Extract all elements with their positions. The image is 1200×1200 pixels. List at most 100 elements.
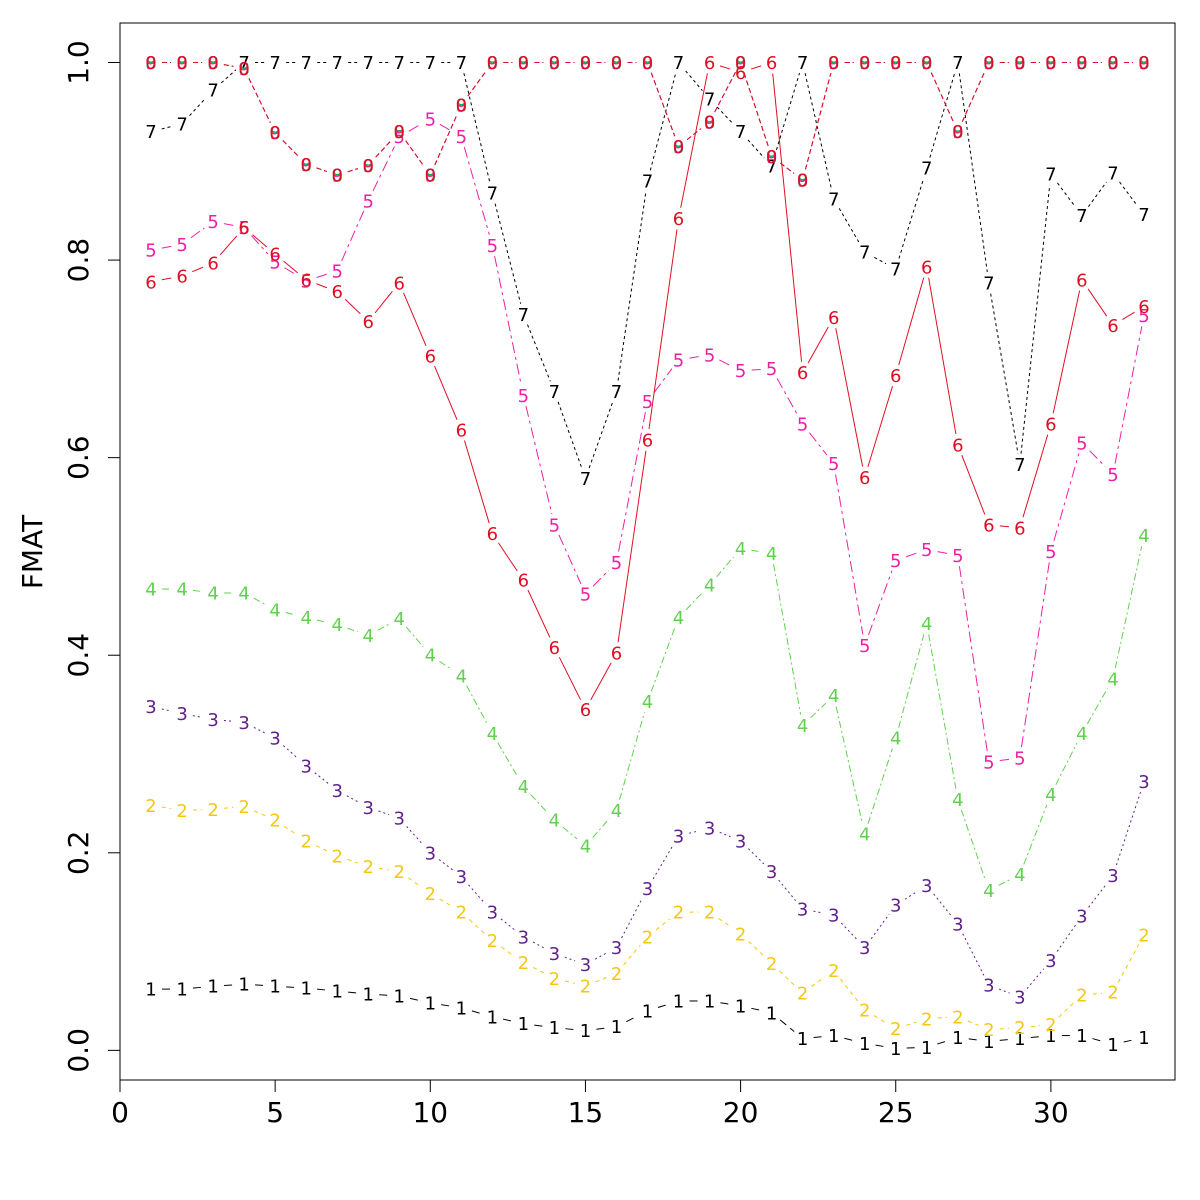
- series-0-point: 0: [580, 53, 591, 74]
- series-6-point: 6: [673, 209, 684, 230]
- series-2-point: 2: [1014, 1018, 1025, 1039]
- series-5-segment: [1053, 453, 1080, 542]
- series-1-point: 1: [145, 980, 156, 1001]
- series-2-segment: [655, 918, 671, 931]
- series-3-segment: [346, 795, 359, 803]
- series-3-segment: [406, 826, 424, 845]
- series-1-point: 1: [518, 1014, 529, 1035]
- series-2-segment: [501, 946, 515, 957]
- series-6-segment: [192, 266, 204, 273]
- series-2-segment: [1030, 1025, 1040, 1028]
- series-4-segment: [685, 592, 703, 611]
- series-0-point: 0: [828, 53, 839, 74]
- series-3-point: 3: [549, 944, 560, 965]
- series-3-point: 3: [952, 914, 963, 935]
- series-1-point: 1: [269, 977, 280, 998]
- series-9-point: 9: [828, 53, 839, 74]
- series-2-point: 2: [673, 903, 684, 924]
- series-7-point: 7: [704, 90, 715, 111]
- series-2-point: 2: [456, 903, 467, 924]
- series-1-segment: [502, 1018, 513, 1022]
- series-0-point: 0: [425, 166, 436, 187]
- series-0-point: 0: [176, 53, 187, 74]
- series-6-segment: [680, 73, 708, 208]
- series-6-point: 6: [456, 420, 467, 441]
- series-1-segment: [1123, 1039, 1134, 1043]
- series-0-point: 0: [1138, 53, 1149, 74]
- series-5-segment: [653, 368, 673, 393]
- series-0-segment: [347, 168, 358, 173]
- series-4-point: 4: [859, 825, 870, 846]
- series-1-point: 1: [1014, 1029, 1025, 1050]
- series-8-point: 8: [1138, 53, 1149, 74]
- series-2-point: 2: [735, 924, 746, 945]
- series-2-segment: [253, 810, 266, 817]
- series-5-segment: [689, 356, 699, 359]
- series-0-segment: [780, 162, 795, 174]
- series-1-point: 1: [487, 1007, 498, 1028]
- series-7-point: 7: [1045, 165, 1056, 186]
- series-6-point: 6: [704, 53, 715, 74]
- series-8-point: 8: [766, 147, 777, 168]
- series-4-segment: [1055, 742, 1078, 785]
- series-5-point: 5: [952, 546, 963, 567]
- series-0-point: 0: [797, 171, 808, 192]
- series-3-segment: [438, 859, 453, 871]
- series-4-point: 4: [890, 729, 901, 750]
- series-0-point: 0: [331, 166, 342, 187]
- series-6-segment: [648, 229, 678, 430]
- series-2-point: 2: [176, 801, 187, 822]
- series-3-point: 3: [176, 704, 187, 725]
- series-5-point: 5: [1045, 542, 1056, 563]
- series-9-point: 9: [207, 53, 218, 74]
- series-5-point: 5: [983, 752, 994, 773]
- series-1-point: 1: [456, 998, 467, 1019]
- series-5-segment: [284, 267, 298, 276]
- series-4-point: 4: [331, 615, 342, 636]
- series-6-point: 6: [425, 346, 436, 367]
- series-5-segment: [463, 147, 490, 235]
- series-7-point: 7: [238, 53, 249, 74]
- series-2-segment: [161, 806, 172, 810]
- series-4-point: 4: [1014, 865, 1025, 886]
- series-4-point: 4: [921, 614, 932, 635]
- series-2-segment: [595, 977, 607, 983]
- series-0-point: 0: [952, 122, 963, 143]
- series-1-point: 1: [642, 1001, 653, 1022]
- series-2-point: 2: [859, 1000, 870, 1021]
- series-9-point: 9: [176, 53, 187, 74]
- series-0-segment: [223, 64, 234, 67]
- series-1-point: 1: [238, 975, 249, 996]
- series-2-point: 2: [549, 969, 560, 990]
- series-4-segment: [592, 818, 610, 838]
- series-9-point: 9: [331, 166, 342, 187]
- series-8-point: 8: [518, 53, 529, 74]
- series-4-point: 4: [456, 666, 467, 687]
- series-8-point: 8: [145, 53, 156, 74]
- series-3-segment: [933, 893, 952, 916]
- series-3-point: 3: [766, 862, 777, 883]
- series-4-segment: [1114, 546, 1143, 669]
- series-8-point: 8: [269, 123, 280, 144]
- series-0-point: 0: [145, 53, 156, 74]
- series-1-segment: [720, 1002, 730, 1005]
- series-6-point: 6: [921, 257, 932, 278]
- series-7-segment: [747, 139, 765, 159]
- series-2-segment: [840, 978, 859, 1002]
- series-1-point: 1: [331, 982, 342, 1003]
- series-5-segment: [958, 566, 988, 752]
- series-1-point: 1: [425, 993, 436, 1014]
- series-3-segment: [1026, 968, 1045, 989]
- series-4-segment: [898, 634, 925, 728]
- series-0-segment: [930, 72, 954, 122]
- series-3-segment: [564, 956, 576, 962]
- series-7-segment: [685, 70, 703, 92]
- series-9-point: 9: [797, 171, 808, 192]
- series-3-segment: [532, 941, 545, 949]
- series-0-point: 0: [642, 53, 653, 74]
- series-6-point: 6: [1076, 270, 1087, 291]
- series-5-segment: [439, 123, 453, 132]
- series-1-point: 1: [890, 1039, 901, 1060]
- series-3-segment: [689, 830, 700, 834]
- series-6-segment: [498, 542, 518, 572]
